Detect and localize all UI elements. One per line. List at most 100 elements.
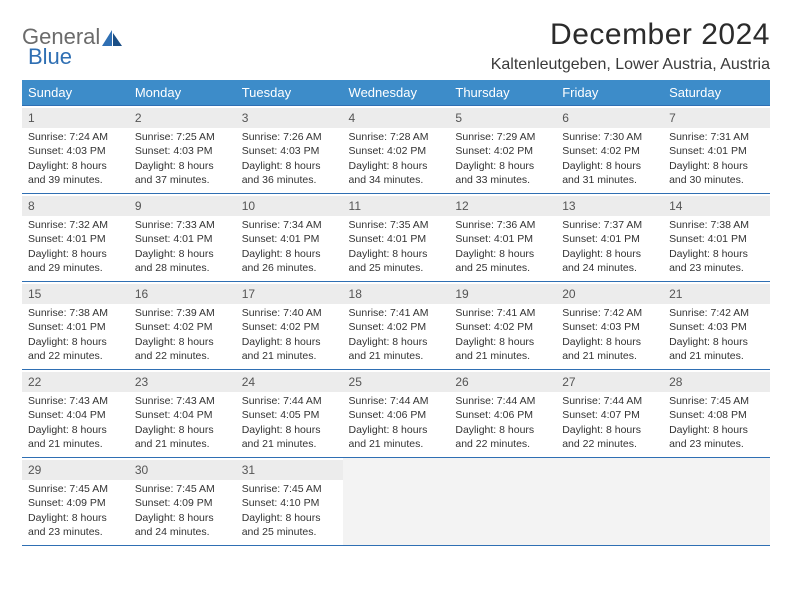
daylight-text: Daylight: 8 hours and 22 minutes.	[455, 423, 552, 451]
day-number: 11	[343, 196, 450, 216]
calendar-day-cell: 16Sunrise: 7:39 AMSunset: 4:02 PMDayligh…	[129, 282, 236, 370]
daylight-text: Daylight: 8 hours and 22 minutes.	[28, 335, 125, 363]
sunrise-text: Sunrise: 7:35 AM	[349, 218, 446, 232]
sunrise-text: Sunrise: 7:32 AM	[28, 218, 125, 232]
day-number: 27	[556, 372, 663, 392]
calendar-day-cell: 21 Sunrise: 7:42 AMSunset: 4:03 PMDayligh…	[663, 282, 770, 370]
day-number: 17	[236, 284, 343, 304]
sunrise-text: Sunrise: 7:44 AM	[349, 394, 446, 408]
day-number: 22	[22, 372, 129, 392]
daylight-text: Daylight: 8 hours and 25 minutes.	[242, 511, 339, 539]
sunrise-text: Sunrise: 7:42 AM	[562, 306, 659, 320]
day-number: 29	[22, 460, 129, 480]
sunrise-text: Sunrise: 7:37 AM	[562, 218, 659, 232]
calendar-day-cell: 19Sunrise: 7:41 AMSunset: 4:02 PMDayligh…	[449, 282, 556, 370]
sunrise-text: Sunrise: 7:33 AM	[135, 218, 232, 232]
dow-thursday: Thursday	[449, 80, 556, 106]
calendar-day-cell: 10Sunrise: 7:34 AMSunset: 4:01 PMDayligh…	[236, 194, 343, 282]
sunset-text: Sunset: 4:03 PM	[135, 144, 232, 158]
sunrise-text: Sunrise: 7:29 AM	[455, 130, 552, 144]
daylight-text: Daylight: 8 hours and 37 minutes.	[135, 159, 232, 187]
daylight-text: Daylight: 8 hours and 21 minutes.	[669, 335, 766, 363]
day-number: 18	[343, 284, 450, 304]
sunset-text: Sunset: 4:02 PM	[242, 320, 339, 334]
daylight-text: Daylight: 8 hours and 22 minutes.	[135, 335, 232, 363]
daylight-text: Daylight: 8 hours and 30 minutes.	[669, 159, 766, 187]
day-number: 8	[22, 196, 129, 216]
daylight-text: Daylight: 8 hours and 36 minutes.	[242, 159, 339, 187]
sunrise-text: Sunrise: 7:25 AM	[135, 130, 232, 144]
daylight-text: Daylight: 8 hours and 22 minutes.	[562, 423, 659, 451]
sunset-text: Sunset: 4:09 PM	[28, 496, 125, 510]
dow-tuesday: Tuesday	[236, 80, 343, 106]
sunrise-text: Sunrise: 7:36 AM	[455, 218, 552, 232]
sunrise-text: Sunrise: 7:45 AM	[669, 394, 766, 408]
daylight-text: Daylight: 8 hours and 23 minutes.	[28, 511, 125, 539]
sunset-text: Sunset: 4:02 PM	[349, 144, 446, 158]
sunrise-text: Sunrise: 7:42 AM	[669, 306, 766, 320]
daylight-text: Daylight: 8 hours and 29 minutes.	[28, 247, 125, 275]
calendar-day-cell: 14Sunrise: 7:38 AMSunset: 4:01 PMDayligh…	[663, 194, 770, 282]
sunrise-text: Sunrise: 7:34 AM	[242, 218, 339, 232]
calendar-day-cell: 18Sunrise: 7:41 AMSunset: 4:02 PMDayligh…	[343, 282, 450, 370]
day-number: 16	[129, 284, 236, 304]
day-number: 7	[663, 108, 770, 128]
brand-part2: Blue	[28, 44, 72, 70]
sunrise-text: Sunrise: 7:45 AM	[135, 482, 232, 496]
sunrise-text: Sunrise: 7:38 AM	[669, 218, 766, 232]
sunrise-text: Sunrise: 7:40 AM	[242, 306, 339, 320]
sunset-text: Sunset: 4:02 PM	[455, 144, 552, 158]
sunrise-text: Sunrise: 7:38 AM	[28, 306, 125, 320]
day-number: 10	[236, 196, 343, 216]
day-number: 3	[236, 108, 343, 128]
sunrise-text: Sunrise: 7:45 AM	[28, 482, 125, 496]
dow-sunday: Sunday	[22, 80, 129, 106]
calendar-day-cell: 1Sunrise: 7:24 AMSunset: 4:03 PMDaylight…	[22, 106, 129, 194]
sunset-text: Sunset: 4:01 PM	[562, 232, 659, 246]
calendar-day-cell: 31Sunrise: 7:45 AMSunset: 4:10 PMDayligh…	[236, 458, 343, 546]
day-number: 14	[663, 196, 770, 216]
sunrise-text: Sunrise: 7:44 AM	[562, 394, 659, 408]
sunset-text: Sunset: 4:02 PM	[455, 320, 552, 334]
calendar-day-cell: 12Sunrise: 7:36 AMSunset: 4:01 PMDayligh…	[449, 194, 556, 282]
daylight-text: Daylight: 8 hours and 33 minutes.	[455, 159, 552, 187]
sunset-text: Sunset: 4:02 PM	[562, 144, 659, 158]
sunset-text: Sunset: 4:03 PM	[562, 320, 659, 334]
calendar-day-cell: 13Sunrise: 7:37 AMSunset: 4:01 PMDayligh…	[556, 194, 663, 282]
daylight-text: Daylight: 8 hours and 21 minutes.	[455, 335, 552, 363]
sunrise-text: Sunrise: 7:43 AM	[28, 394, 125, 408]
day-number: 24	[236, 372, 343, 392]
calendar-day-cell: 28Sunrise: 7:45 AMSunset: 4:08 PMDayligh…	[663, 370, 770, 458]
dow-monday: Monday	[129, 80, 236, 106]
daylight-text: Daylight: 8 hours and 23 minutes.	[669, 423, 766, 451]
day-number: 9	[129, 196, 236, 216]
sunset-text: Sunset: 4:04 PM	[135, 408, 232, 422]
sunrise-text: Sunrise: 7:41 AM	[455, 306, 552, 320]
daylight-text: Daylight: 8 hours and 21 minutes.	[242, 423, 339, 451]
sunrise-text: Sunrise: 7:44 AM	[242, 394, 339, 408]
day-number: 23	[129, 372, 236, 392]
sunset-text: Sunset: 4:04 PM	[28, 408, 125, 422]
dow-wednesday: Wednesday	[343, 80, 450, 106]
calendar-day-cell	[556, 458, 663, 546]
sunset-text: Sunset: 4:09 PM	[135, 496, 232, 510]
day-number: 5	[449, 108, 556, 128]
calendar-week-row: 22Sunrise: 7:43 AMSunset: 4:04 PMDayligh…	[22, 370, 770, 458]
sunset-text: Sunset: 4:07 PM	[562, 408, 659, 422]
calendar-day-cell: 26Sunrise: 7:44 AMSunset: 4:06 PMDayligh…	[449, 370, 556, 458]
daylight-text: Daylight: 8 hours and 25 minutes.	[455, 247, 552, 275]
day-number: 13	[556, 196, 663, 216]
daylight-text: Daylight: 8 hours and 21 minutes.	[349, 423, 446, 451]
daylight-text: Daylight: 8 hours and 31 minutes.	[562, 159, 659, 187]
sunset-text: Sunset: 4:03 PM	[669, 320, 766, 334]
sunrise-text: Sunrise: 7:39 AM	[135, 306, 232, 320]
sunset-text: Sunset: 4:01 PM	[669, 144, 766, 158]
sunrise-text: Sunrise: 7:45 AM	[242, 482, 339, 496]
day-number: 25	[343, 372, 450, 392]
location-text: Kaltenleutgeben, Lower Austria, Austria	[491, 56, 770, 74]
month-title: December 2024	[491, 18, 770, 52]
day-number: 30	[129, 460, 236, 480]
sunrise-text: Sunrise: 7:24 AM	[28, 130, 125, 144]
day-number: 21	[663, 284, 770, 304]
calendar-day-cell: 15Sunrise: 7:38 AMSunset: 4:01 PMDayligh…	[22, 282, 129, 370]
